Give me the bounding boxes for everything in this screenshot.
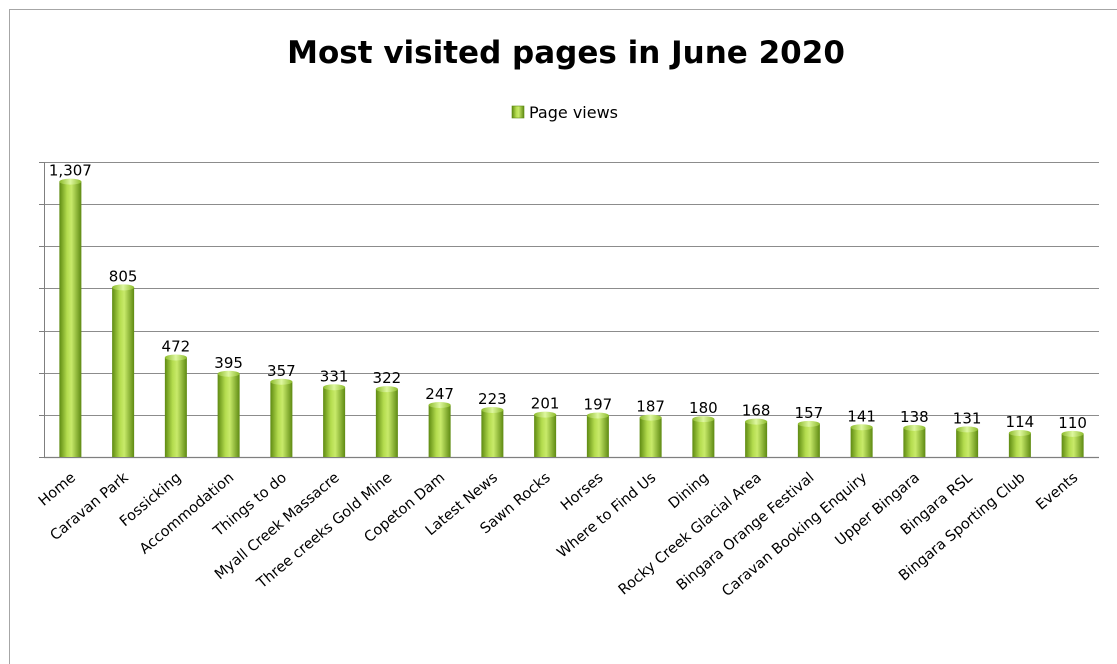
bar-top (692, 416, 715, 423)
data-label: 197 (584, 395, 613, 413)
bar (270, 381, 293, 457)
data-label: 114 (1006, 413, 1035, 431)
bar (112, 287, 135, 457)
data-label: 138 (900, 408, 929, 426)
data-label: 1,307 (49, 162, 92, 180)
data-label: 168 (742, 402, 771, 420)
bar-top (112, 284, 135, 291)
chart-title: Most visited pages in June 2020 (287, 35, 845, 71)
bar (903, 427, 926, 457)
data-label: 201 (531, 395, 560, 413)
bar (1061, 433, 1084, 457)
x-tick-label: Events (1033, 470, 1081, 514)
legend: Page views (511, 103, 618, 122)
bar-top (1061, 430, 1084, 437)
x-tick-label: Dining (666, 470, 712, 512)
bars (59, 178, 1084, 457)
bar-top (586, 412, 609, 419)
data-label: 110 (1058, 414, 1087, 432)
data-label: 357 (267, 362, 296, 380)
data-label: 180 (689, 399, 718, 417)
data-label: 322 (373, 369, 402, 387)
bar-top (217, 370, 240, 377)
data-label: 131 (953, 409, 982, 427)
x-tick-label: Home (36, 470, 79, 510)
data-label: 247 (425, 385, 454, 403)
bar-top (375, 386, 398, 393)
bar (428, 404, 451, 457)
bar (534, 414, 557, 457)
x-tick-label: Where to Find Us (554, 470, 659, 562)
bar (745, 421, 768, 457)
bar-top (164, 354, 187, 361)
x-tick-label: Accommodation (137, 470, 237, 558)
bar (164, 357, 187, 457)
bar (59, 181, 82, 457)
data-label: 141 (847, 407, 876, 425)
bar (586, 415, 609, 457)
legend-swatch (511, 105, 525, 119)
bar-top (270, 378, 293, 385)
data-label: 472 (162, 338, 191, 356)
bar (1008, 432, 1031, 457)
bar (481, 410, 504, 457)
bar-top (1008, 429, 1031, 436)
bar-top (956, 426, 979, 433)
data-label: 395 (214, 354, 243, 372)
bar-top (903, 424, 926, 431)
bar-top (850, 424, 873, 431)
bar (850, 427, 873, 457)
bar (692, 419, 715, 457)
bar (323, 387, 346, 457)
bar (797, 423, 820, 457)
gridlines (39, 162, 1099, 459)
bar (639, 417, 662, 457)
bar-top (797, 420, 820, 427)
legend-entry-page-views: Page views (529, 103, 618, 122)
bar-top (428, 401, 451, 408)
bar-top (59, 178, 82, 185)
data-label: 331 (320, 367, 349, 385)
bar-top (745, 418, 768, 425)
data-label: 157 (795, 404, 824, 422)
data-label: 805 (109, 267, 138, 285)
bar-top (323, 384, 346, 391)
bar-top (534, 411, 557, 418)
bar-top (481, 407, 504, 414)
bar (375, 389, 398, 457)
chart-frame (9, 9, 1117, 664)
data-label: 187 (636, 398, 665, 416)
data-label: 223 (478, 390, 507, 408)
value-labels: 1,307 805 472 395 357 331 322 247 223 201 197 187 18… (49, 162, 1087, 432)
bar (956, 429, 979, 457)
bar (217, 373, 240, 457)
bar-top (639, 414, 662, 421)
x-tick-label: Horses (558, 470, 606, 514)
